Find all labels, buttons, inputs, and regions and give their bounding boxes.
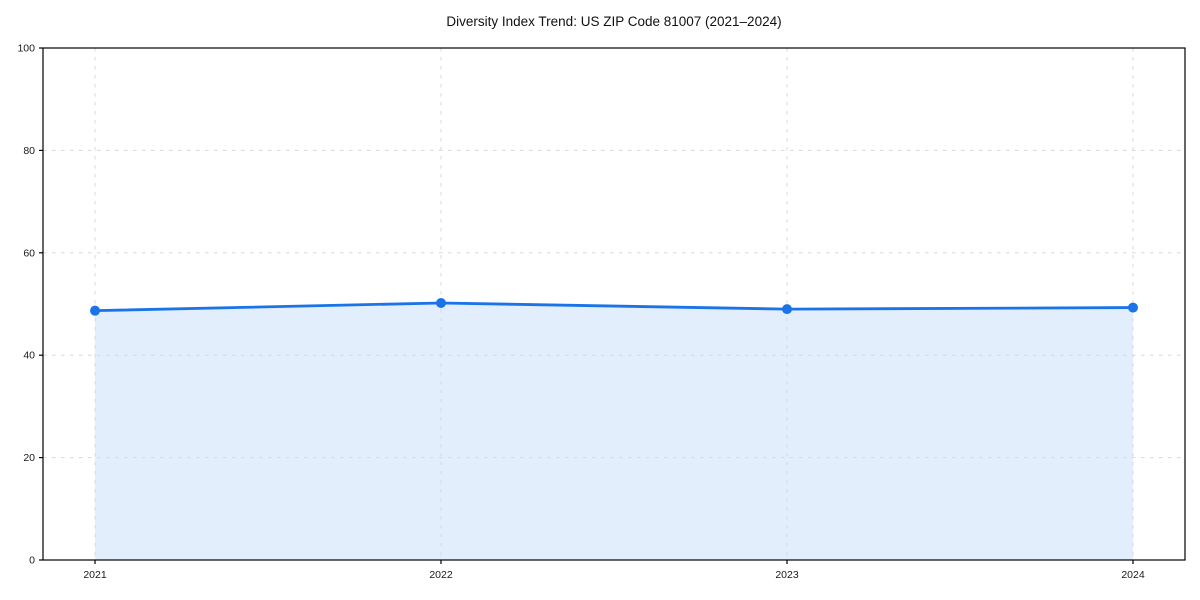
x-tick-label: 2022 bbox=[429, 569, 453, 581]
chart-title: Diversity Index Trend: US ZIP Code 81007… bbox=[446, 14, 782, 29]
y-tick-label: 40 bbox=[23, 350, 35, 362]
data-point-marker bbox=[90, 305, 100, 316]
area-fill bbox=[95, 302, 1133, 560]
data-point-marker bbox=[782, 304, 792, 315]
x-tick-label: 2023 bbox=[775, 569, 799, 581]
trend-line bbox=[93, 301, 1135, 313]
y-tick-label: 60 bbox=[23, 247, 35, 259]
axis-frame bbox=[42, 47, 1186, 561]
x-tick-label: 2024 bbox=[1121, 569, 1145, 581]
y-tick-label: 80 bbox=[23, 145, 35, 157]
data-point-marker bbox=[1128, 302, 1138, 313]
x-tick-label: 2021 bbox=[83, 569, 107, 581]
y-tick-label: 100 bbox=[17, 43, 35, 55]
y-tick-label: 0 bbox=[29, 555, 35, 567]
y-tick-label: 20 bbox=[23, 452, 35, 464]
data-point-marker bbox=[436, 297, 446, 308]
